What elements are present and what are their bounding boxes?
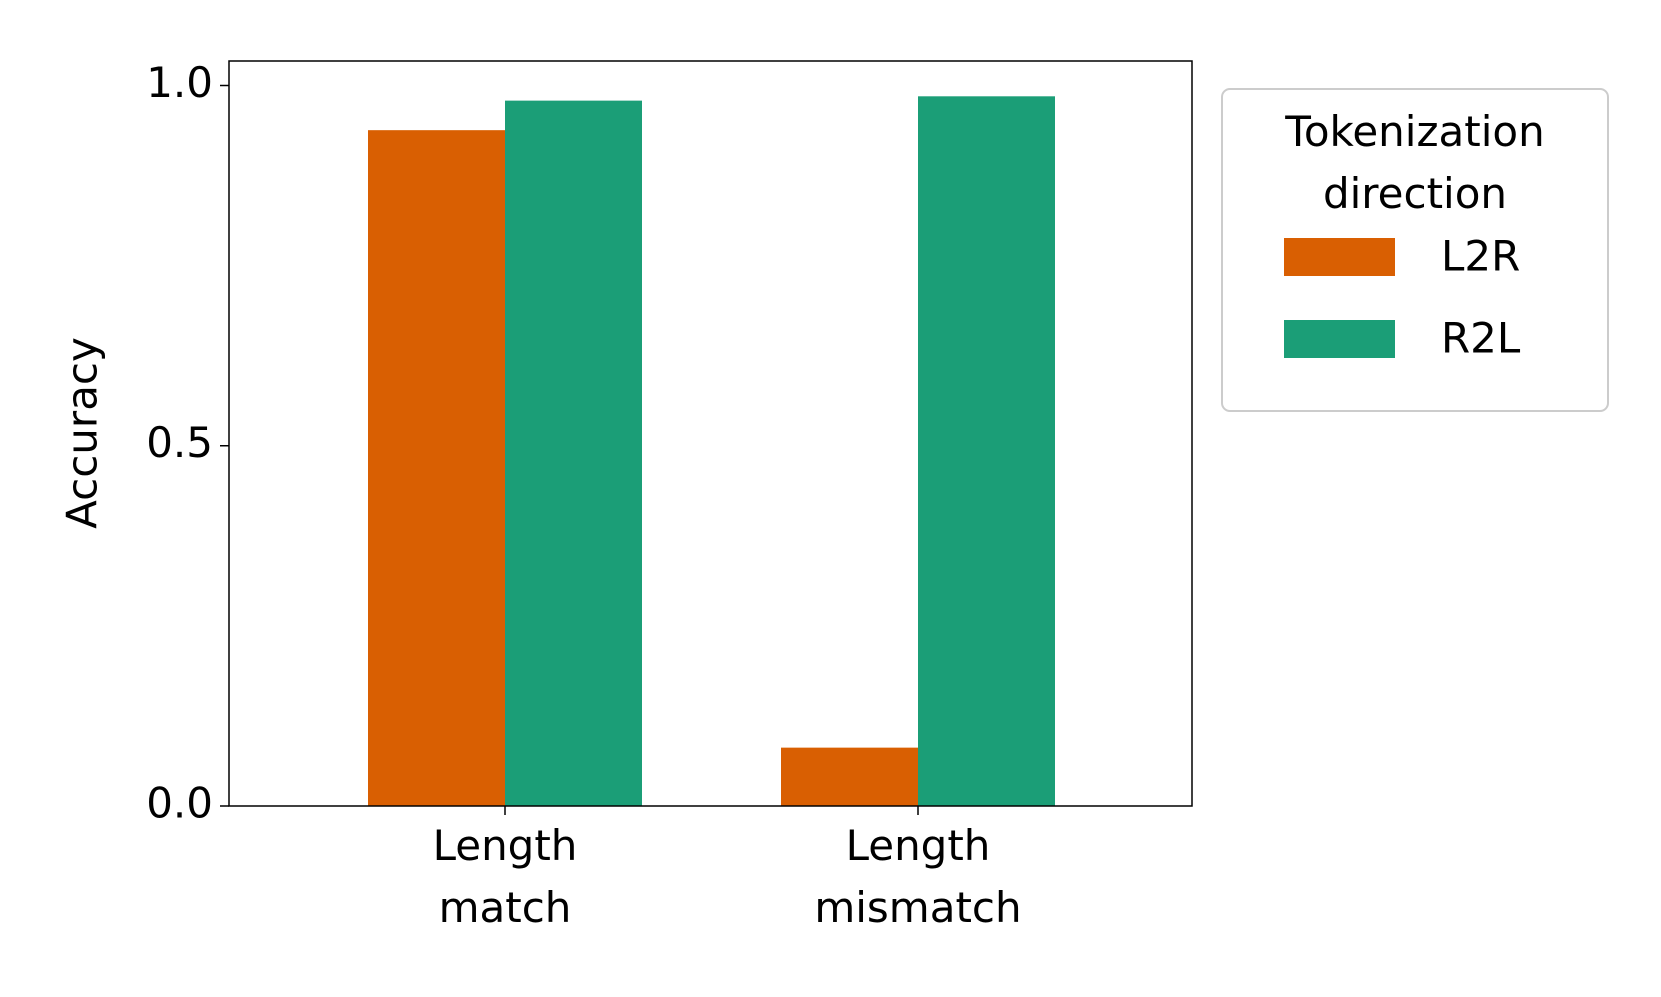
x-tick-label: Length mismatch <box>814 821 1021 932</box>
bar <box>368 130 505 806</box>
y-axis-label: Accuracy <box>58 337 107 529</box>
y-tick-label: 0.5 <box>146 418 213 467</box>
legend-title: Tokenization direction <box>1284 107 1544 218</box>
legend-label: R2L <box>1441 314 1521 363</box>
bar <box>781 747 918 806</box>
bar <box>918 96 1055 807</box>
y-tick-label: 0.0 <box>146 779 213 828</box>
legend-swatch <box>1284 320 1395 358</box>
x-tick-label: Length match <box>433 821 578 932</box>
plot-frame <box>228 60 1193 807</box>
legend-label: L2R <box>1441 232 1520 281</box>
bar <box>505 100 642 806</box>
y-tick-label: 1.0 <box>146 58 213 107</box>
legend-swatch <box>1284 238 1395 276</box>
